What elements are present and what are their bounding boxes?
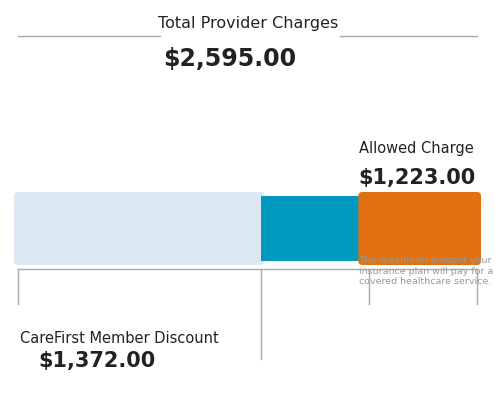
Bar <box>261 196 362 261</box>
Text: CareFirst Member Discount: CareFirst Member Discount <box>20 331 219 346</box>
Text: $1,223.00: $1,223.00 <box>359 168 476 188</box>
Text: $2,595.00: $2,595.00 <box>163 47 297 71</box>
FancyBboxPatch shape <box>14 192 265 265</box>
FancyBboxPatch shape <box>358 192 481 265</box>
Text: Total Provider Charges: Total Provider Charges <box>158 16 338 31</box>
Text: Allowed Charge: Allowed Charge <box>359 141 474 156</box>
Text: The maximum amount your
insurance plan will pay for a
covered healthcare service: The maximum amount your insurance plan w… <box>359 256 493 286</box>
Text: $1,372.00: $1,372.00 <box>38 351 155 371</box>
